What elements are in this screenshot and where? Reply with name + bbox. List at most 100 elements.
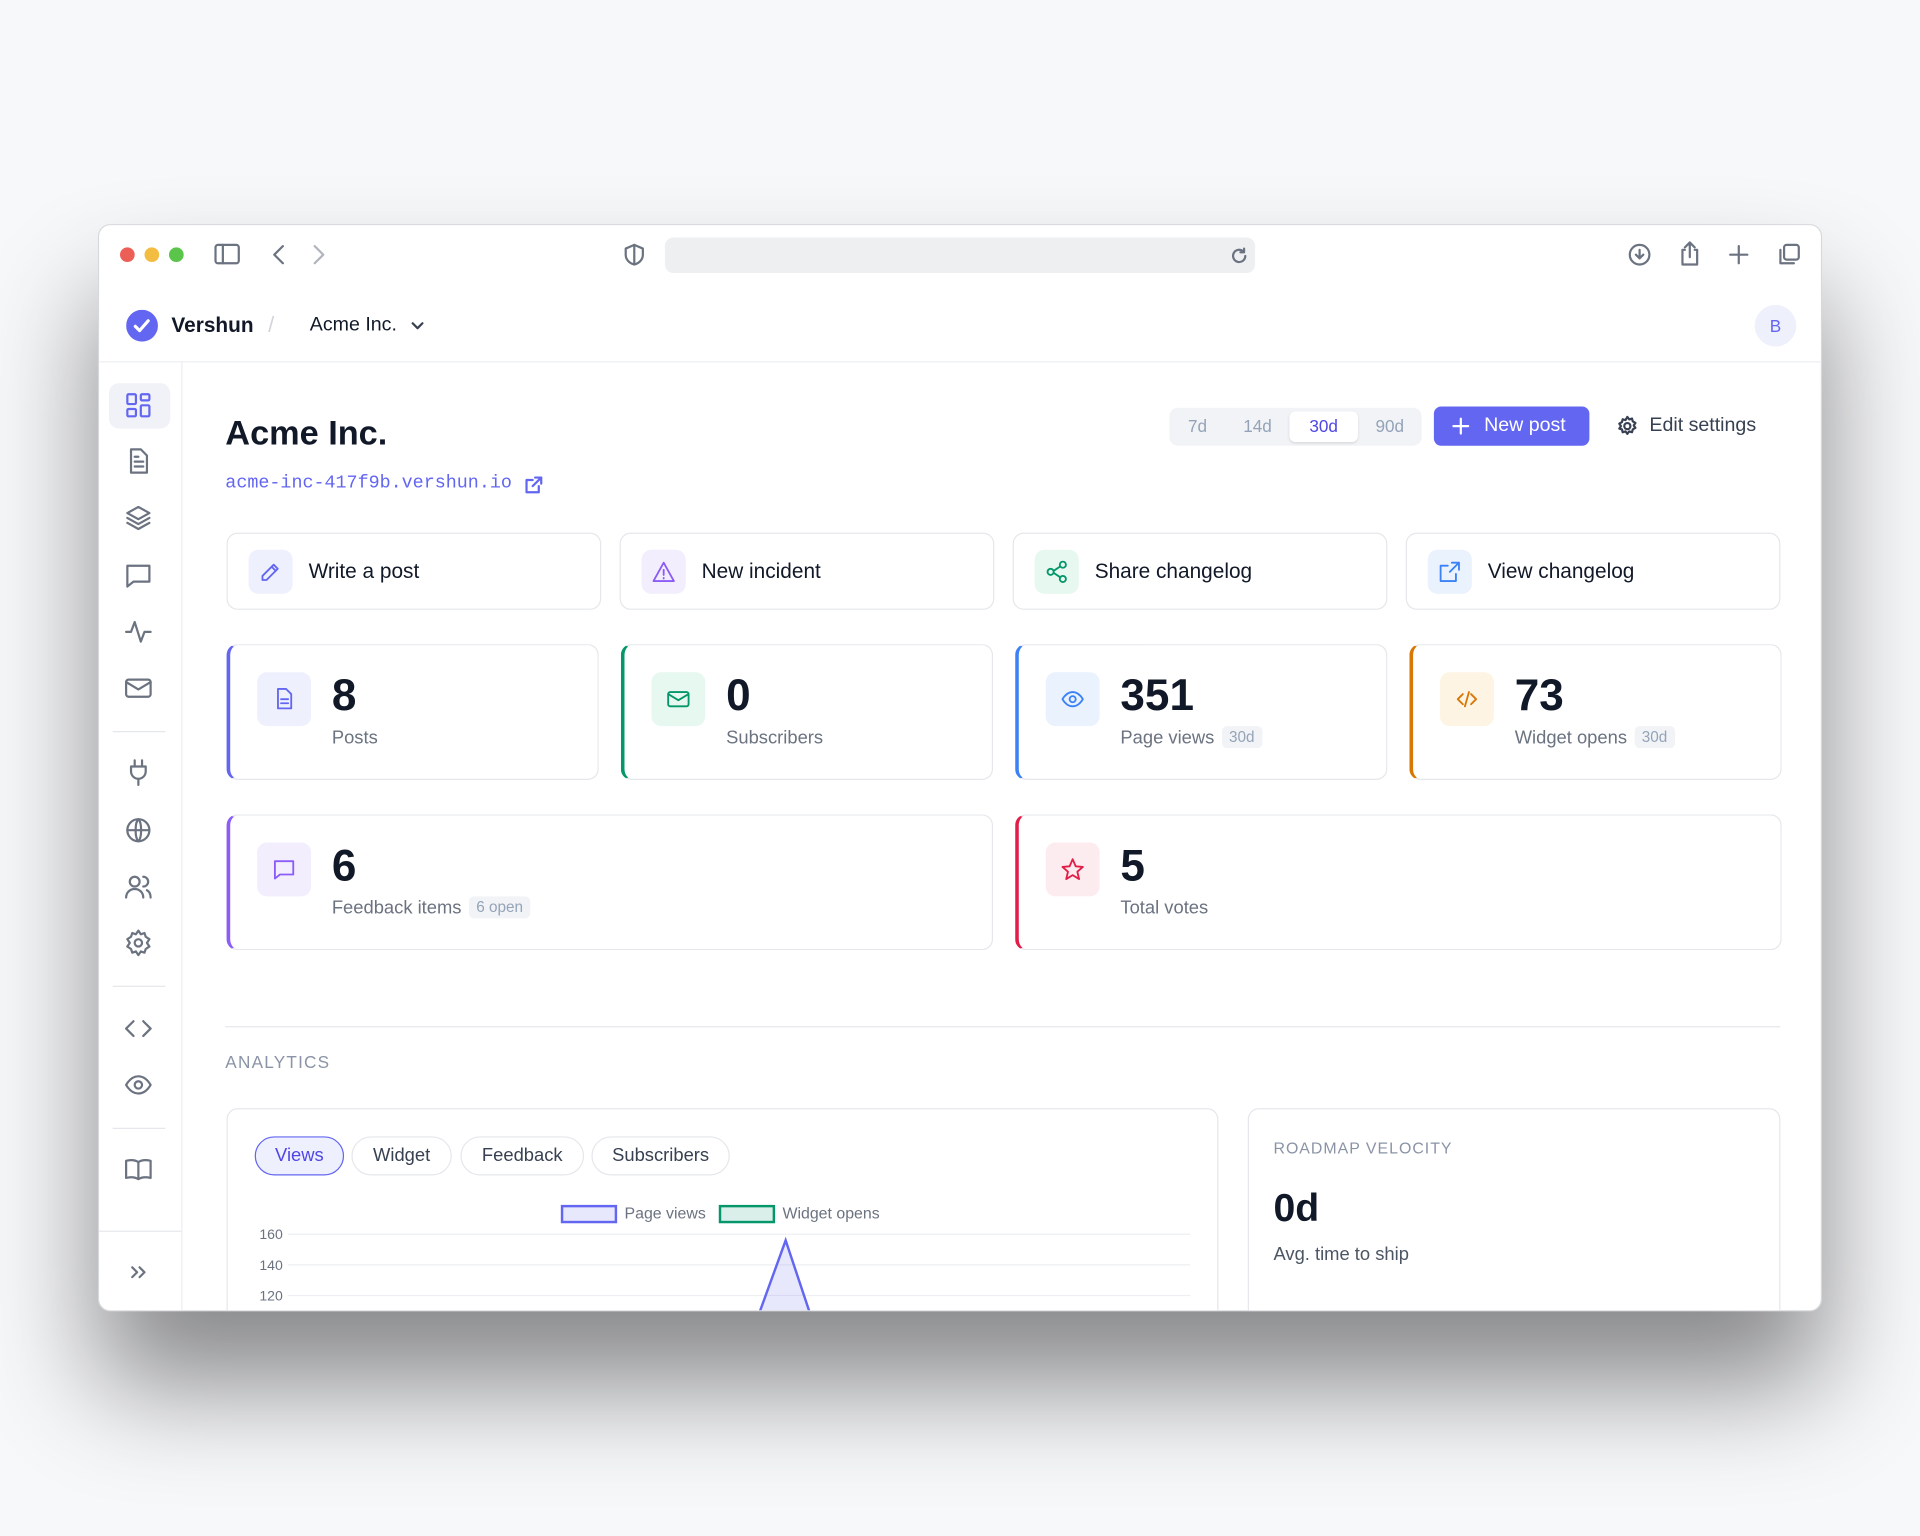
icon	[261, 563, 279, 581]
stat-label: Widget opens	[1514, 727, 1628, 749]
nav-posts[interactable]	[124, 447, 153, 476]
stat-badge: 30d	[1221, 726, 1262, 749]
range-option[interactable]: 30d	[1289, 411, 1358, 443]
stat-icon	[1440, 672, 1494, 727]
icon	[1456, 691, 1478, 708]
analytics-tab[interactable]: Subscribers	[591, 1136, 730, 1176]
stat-icon	[1045, 672, 1100, 727]
y-tick-label: 0	[275, 1471, 283, 1487]
quick-action-card[interactable]: View changelog	[1405, 532, 1781, 610]
stat-value: 73	[1514, 669, 1564, 721]
quick-action-icon	[1427, 549, 1472, 594]
quick-action-label[interactable]: View changelog	[1487, 559, 1635, 583]
quick-action-card[interactable]: Write a post	[226, 532, 602, 610]
expand-sidebar[interactable]	[129, 1264, 149, 1281]
y-tick-label: 80	[267, 1349, 283, 1365]
breadcrumb-separator: /	[268, 312, 275, 337]
quick-action-icon	[248, 549, 293, 594]
nav-team[interactable]	[124, 872, 153, 901]
stat-label: Posts	[331, 727, 378, 749]
range-option[interactable]: 7d	[1188, 416, 1208, 436]
workspace-chevron[interactable]	[409, 318, 426, 333]
series-line	[287, 1236, 1191, 1311]
stat-card: 0 Subscribers	[620, 644, 994, 781]
zoom-dot[interactable]	[168, 247, 184, 263]
icon	[1046, 560, 1067, 583]
stat-icon	[257, 842, 312, 897]
nav-feedback[interactable]	[124, 561, 153, 590]
settings-icon[interactable]	[1616, 415, 1638, 437]
address-bar[interactable]	[664, 237, 1256, 274]
stat-card: 5 Total votes	[1015, 814, 1782, 951]
stat-label: Feedback items	[331, 897, 462, 919]
nav-status[interactable]	[124, 617, 153, 646]
series-area	[288, 1367, 1190, 1479]
icon	[273, 860, 295, 880]
nav-preview[interactable]	[124, 1070, 153, 1099]
legend-label: Widget opens	[782, 1205, 879, 1222]
forward-button[interactable]	[306, 242, 330, 266]
nav-settings[interactable]	[124, 928, 153, 957]
reload-button[interactable]	[1229, 246, 1249, 266]
stat-icon	[257, 672, 312, 727]
quick-action-label[interactable]: Write a post	[308, 559, 420, 583]
active-nav-bg	[108, 383, 171, 429]
roadmap-value: 0d	[1273, 1185, 1320, 1230]
range-option[interactable]: 90d	[1375, 416, 1405, 436]
tabs-button[interactable]	[1777, 242, 1801, 266]
y-tick-label: 160	[259, 1226, 283, 1242]
range-option[interactable]: 14d	[1243, 416, 1272, 436]
stat-value: 5	[1120, 840, 1145, 891]
series-area	[287, 1240, 1191, 1311]
nav-dashboard[interactable]	[124, 391, 153, 420]
minimize-dot[interactable]	[144, 247, 160, 263]
stat-value: 351	[1120, 669, 1194, 721]
sidebar-toggle[interactable]	[213, 242, 242, 266]
user-avatar[interactable]: B	[1754, 304, 1797, 347]
workspace-switcher[interactable]: Acme Inc.	[309, 314, 397, 336]
legend-swatch	[560, 1204, 618, 1224]
stat-card: 351 Page views 30d	[1015, 644, 1388, 781]
legend-label: Page views	[624, 1205, 705, 1222]
roadmap-card	[1247, 1108, 1781, 1311]
analytics-tab[interactable]: Views	[254, 1136, 345, 1176]
nav-widget[interactable]	[124, 1014, 153, 1043]
nav-domains[interactable]	[124, 816, 153, 845]
icon	[667, 691, 690, 708]
analytics-tab[interactable]: Feedback	[460, 1136, 585, 1176]
nav-docs[interactable]	[124, 1155, 153, 1184]
sidebar-divider	[112, 731, 166, 733]
site-url[interactable]: acme-inc-417f9b.vershun.io	[225, 472, 512, 494]
nav-email[interactable]	[124, 673, 153, 702]
downloads-button[interactable]	[1627, 242, 1651, 266]
brand-logo[interactable]	[126, 309, 158, 342]
quick-action-card[interactable]: Share changelog	[1012, 532, 1388, 610]
back-button[interactable]	[267, 242, 291, 266]
quick-action-card[interactable]: New incident	[619, 532, 995, 610]
close-dot[interactable]	[120, 247, 135, 263]
nav-roadmap[interactable]	[124, 503, 153, 532]
share-button[interactable]	[1678, 240, 1702, 267]
stat-label: Page views	[1120, 727, 1215, 749]
external-link-icon[interactable]	[524, 475, 544, 495]
sidebar-divider	[99, 1230, 182, 1232]
edit-settings-button[interactable]: Edit settings	[1649, 415, 1757, 436]
analytics-tab[interactable]: Widget	[351, 1136, 452, 1176]
icon	[1061, 858, 1084, 881]
quick-action-label[interactable]: New incident	[701, 559, 821, 583]
stat-value: 0	[726, 669, 751, 721]
nav-integrations[interactable]	[124, 758, 153, 787]
brand-name[interactable]: Vershun	[171, 313, 254, 337]
y-tick-label: 100	[259, 1318, 283, 1334]
quick-action-icon	[641, 549, 686, 594]
new-tab-button[interactable]	[1727, 242, 1751, 266]
privacy-shield[interactable]	[622, 242, 646, 266]
quick-action-icon	[1034, 549, 1079, 594]
plus-icon	[1452, 417, 1470, 435]
section-heading: ANALYTICS	[225, 1051, 331, 1072]
quick-action-label[interactable]: Share changelog	[1094, 559, 1253, 583]
sidebar-divider	[112, 985, 166, 987]
series-line	[288, 1367, 1190, 1479]
